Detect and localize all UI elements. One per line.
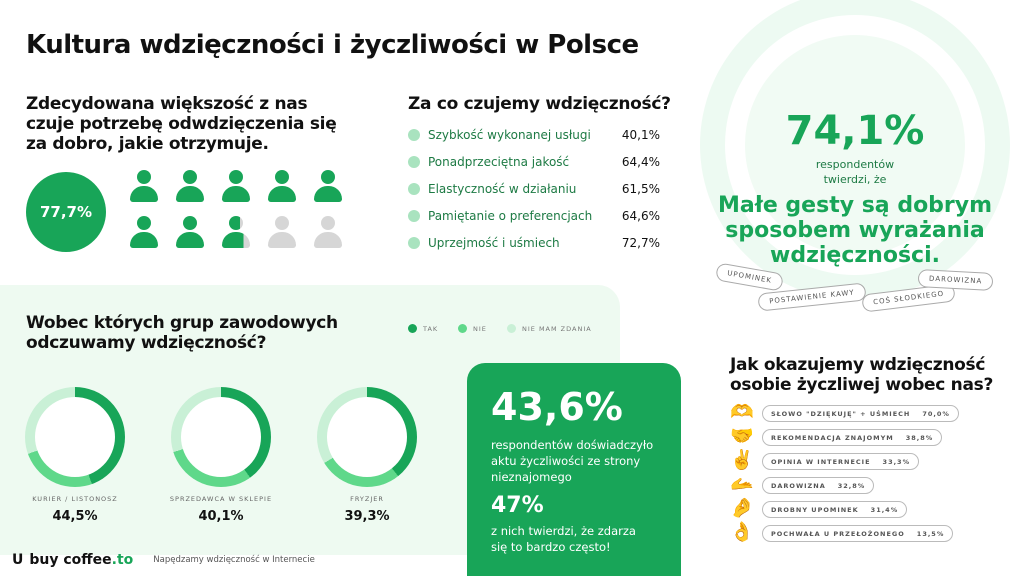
reciprocity-value: 77,7%: [26, 172, 106, 252]
lightning-icon: [408, 129, 420, 141]
gratitude-value: 64,6%: [621, 209, 660, 223]
profession-label: KURIER / LISTONOSZ: [32, 495, 118, 503]
person-icon: [176, 170, 204, 202]
method-value: 70,0%: [922, 409, 950, 418]
gratitude-item: Pamiętanie o preferencjach 64,6%: [408, 209, 660, 223]
method-label: OPINIA W INTERNECIE: [771, 457, 871, 466]
method-label: DAROWIZNA: [771, 481, 826, 490]
method-label: POCHWAŁA U PRZEŁOŻONEGO: [771, 529, 905, 538]
gratitude-method-pill: REKOMENDACJA ZNAJOMYM 38,8%: [762, 429, 943, 446]
method-value: 38,8%: [905, 433, 934, 442]
hand-emoji-icon: ✌️: [730, 449, 754, 471]
person-icon: [314, 216, 342, 248]
page-title: Kultura wdzięczności i życzliwości w Pol…: [26, 30, 639, 60]
method-value: 31,4%: [870, 505, 899, 514]
professions-heading: Wobec których grup zawodowych odczuwamy …: [26, 313, 338, 353]
gratitude-method-pill: POCHWAŁA U PRZEŁOŻONEGO 13,5%: [762, 525, 954, 542]
profession-value: 39,3%: [344, 509, 390, 524]
gratitude-label: Uprzejmość i uśmiech: [428, 236, 560, 250]
gratitude-method-pill: OPINIA W INTERNECIE 33,3%: [762, 453, 920, 470]
how-show-heading: Jak okazujemy wdzięczność osobie życzliw…: [730, 355, 994, 395]
method-value: 33,3%: [882, 457, 911, 466]
profession-donut: [317, 387, 417, 487]
hand-emoji-icon: 🫶: [730, 401, 754, 423]
profession-illustration: [181, 397, 261, 477]
gratitude-value: 61,5%: [621, 182, 660, 196]
gear-icon: [408, 183, 420, 195]
gratitude-method-pill: DAROWIZNA 32,8%: [762, 477, 875, 494]
hand-emoji-icon: 🫴: [730, 473, 754, 495]
gratitude-item: Uprzejmość i uśmiech 72,7%: [408, 236, 660, 250]
footer: ᑌ buy coffee.to Napędzamy wdzięczność w …: [12, 552, 315, 568]
kindness-text2: z nich twierdzi, że zdarza się to bardzo…: [491, 524, 636, 554]
hand-emoji-icon: 🤌: [730, 497, 754, 519]
footer-tagline: Napędzamy wdzięczność w Internecie: [153, 555, 315, 565]
decorative-ring-inner: [745, 35, 965, 255]
profession-label: FRYZJER: [350, 495, 384, 503]
gratitude-item: Elastyczność w działaniu 61,5%: [408, 182, 660, 196]
profession-value: 44,5%: [52, 509, 98, 524]
method-value: 13,5%: [916, 529, 945, 538]
legend-nie-mam-zdania: NIE MAM ZDANIA: [507, 324, 592, 333]
person-icon: [268, 216, 296, 248]
kindness-value: 43,6%: [491, 385, 623, 429]
profession-illustration: [327, 397, 407, 477]
heart-icon: [408, 210, 420, 222]
profession-illustration: [35, 397, 115, 477]
person-icon: [314, 170, 342, 202]
gratitude-value: 40,1%: [621, 128, 660, 142]
tag-darowizna: DAROWIZNA: [917, 269, 994, 291]
gestures-value: 74,1%: [785, 108, 925, 154]
gratitude-label: Elastyczność w działaniu: [428, 182, 577, 196]
gratitude-item: Szybkość wykonanej usługi 40,1%: [408, 128, 660, 142]
smile-icon: [408, 237, 420, 249]
gratitude-item: Ponadprzeciętna jakość 64,4%: [408, 155, 660, 169]
profession-label: SPRZEDAWCA W SKLEPIE: [169, 495, 273, 503]
coffee-cup-icon: ᑌ: [12, 552, 24, 568]
hand-emoji-icon: 👌: [730, 521, 754, 543]
method-label: SŁOWO "DZIĘKUJĘ" + UŚMIECH: [771, 409, 911, 418]
person-icon: [176, 216, 204, 248]
profession-donut: [171, 387, 271, 487]
person-icon: [130, 170, 158, 202]
brand-logo: buy coffee.to: [29, 552, 134, 568]
gratitude-label: Szybkość wykonanej usługi: [428, 128, 591, 142]
kindness-card: 43,6% respondentów doświadczyło aktu życ…: [467, 363, 681, 576]
person-icon: [130, 216, 158, 248]
profession-value: 40,1%: [198, 509, 244, 524]
gratitude-heading: Za co czujemy wdzięczność?: [408, 94, 671, 114]
gratitude-method-pill: SŁOWO "DZIĘKUJĘ" + UŚMIECH 70,0%: [762, 405, 959, 422]
reciprocity-heading: Zdecydowana większość z nas czuje potrze…: [26, 94, 337, 154]
gratitude-label: Pamiętanie o preferencjach: [428, 209, 593, 223]
gratitude-value: 64,4%: [621, 155, 660, 169]
method-label: REKOMENDACJA ZNAJOMYM: [771, 433, 894, 442]
method-value: 32,8%: [837, 481, 866, 490]
kindness-text: respondentów doświadczyło aktu życzliwoś…: [491, 438, 654, 484]
person-icon: [222, 170, 250, 202]
person-icon: [268, 170, 296, 202]
gestures-line1: respondentów: [815, 158, 895, 171]
gratitude-value: 72,7%: [621, 236, 660, 250]
legend-tak: TAK: [408, 324, 438, 333]
gratitude-label: Ponadprzeciętna jakość: [428, 155, 570, 169]
gestures-line2: twierdzi, że: [823, 173, 887, 186]
gestures-statement: Małe gesty są dobrym sposobem wyrażania …: [717, 193, 993, 268]
method-label: DROBNY UPOMINEK: [771, 505, 859, 514]
hand-emoji-icon: 🤝: [730, 425, 754, 447]
legend-nie: NIE: [458, 324, 487, 333]
shield-icon: [408, 156, 420, 168]
profession-donut: [25, 387, 125, 487]
person-icon: [222, 216, 250, 248]
kindness-value2: 47%: [491, 493, 544, 518]
gratitude-method-pill: DROBNY UPOMINEK 31,4%: [762, 501, 908, 518]
